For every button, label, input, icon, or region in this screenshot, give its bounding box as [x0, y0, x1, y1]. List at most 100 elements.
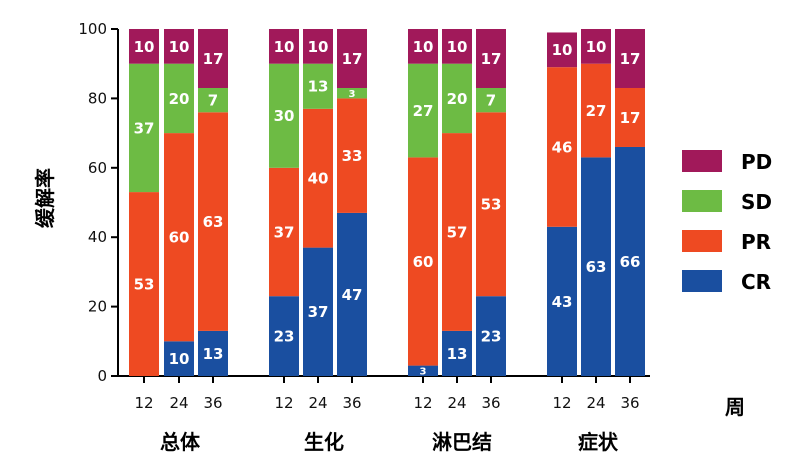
data-label-pr: 37	[274, 223, 295, 241]
data-label-pd: 10	[134, 38, 155, 56]
bar-segment-cr	[476, 296, 506, 376]
bar-segment-cr	[615, 146, 645, 376]
legend-label-pr: PR	[741, 230, 771, 254]
legend: PD SD PR CR	[682, 150, 772, 294]
data-label-pd: 17	[481, 50, 502, 68]
bar-segment-sd	[164, 63, 194, 134]
data-label-pr: 63	[203, 213, 224, 231]
data-label-pr: 46	[552, 138, 573, 156]
bar-segment-sd	[269, 63, 299, 168]
data-label-cr: 23	[274, 327, 295, 345]
bar-segment-pd	[442, 29, 472, 64]
x-tick-label: 24	[586, 394, 605, 412]
x-tick-labels: 12 24 36 12 24 36 12 24 36 12 24 36	[134, 394, 639, 412]
x-tick-label: 36	[203, 394, 222, 412]
data-label-cr: 47	[342, 286, 363, 304]
bar-segment-sd	[303, 63, 333, 109]
data-label-sd: 30	[274, 107, 295, 125]
data-label-cr: 43	[552, 293, 573, 311]
y-tick-label: 20	[88, 298, 107, 316]
y-tick-label: 0	[97, 367, 107, 385]
data-label-pd: 17	[620, 50, 641, 68]
group-label: 症状	[578, 430, 619, 454]
bar-segment-cr	[442, 330, 472, 376]
bar-segment-cr	[337, 212, 367, 376]
data-label-pr: 53	[134, 275, 155, 293]
bar-segment-pd	[581, 29, 611, 64]
data-label-sd: 20	[447, 90, 468, 108]
x-tick-label: 12	[413, 394, 432, 412]
data-label-pd: 10	[169, 38, 190, 56]
bar-segment-sd	[476, 87, 506, 113]
y-axis-title: 缓解率	[33, 168, 57, 228]
bar-segment-pd	[337, 29, 367, 88]
legend-label-pd: PD	[741, 150, 772, 174]
bar-segment-sd	[442, 63, 472, 134]
legend-label-sd: SD	[741, 190, 772, 214]
bar-segment-pd	[198, 29, 228, 88]
data-label-cr: 23	[481, 327, 502, 345]
bar-segment-pr	[581, 63, 611, 158]
data-label-pd: 10	[413, 38, 434, 56]
x-tick-label: 36	[342, 394, 361, 412]
x-tick-label: 36	[481, 394, 500, 412]
data-label-pr: 27	[586, 102, 607, 120]
bar-segment-pd	[303, 29, 333, 64]
bar-segment-pr	[337, 98, 367, 213]
y-tick-label: 80	[88, 89, 107, 107]
data-label-pr: 17	[620, 109, 641, 127]
bar-segment-pr	[476, 112, 506, 297]
x-tick-label: 36	[620, 394, 639, 412]
bar-segment-pr	[164, 133, 194, 342]
data-label-pr: 57	[447, 223, 468, 241]
group-label: 淋巴结	[432, 430, 492, 454]
data-label-pr: 60	[413, 253, 434, 271]
data-label-cr: 3	[420, 366, 427, 377]
x-tick-label: 24	[308, 394, 327, 412]
data-label-cr: 13	[203, 345, 224, 363]
x-tick-label: 12	[552, 394, 571, 412]
data-label-pr: 40	[308, 170, 329, 188]
data-label-pr: 53	[481, 196, 502, 214]
bar-segment-sd	[198, 87, 228, 113]
bar-segment-cr	[581, 157, 611, 376]
bar-segment-pr	[442, 133, 472, 331]
x-axis-title: 周	[725, 395, 745, 419]
data-label-pd: 10	[308, 38, 329, 56]
y-tick-label: 60	[88, 159, 107, 177]
legend-label-cr: CR	[741, 270, 771, 294]
data-label-pr: 33	[342, 147, 363, 165]
bar-segment-pr	[547, 67, 577, 227]
data-label-cr: 66	[620, 253, 641, 271]
data-label-sd: 27	[413, 102, 434, 120]
legend-swatch-sd	[682, 190, 722, 212]
bar-segment-sd	[408, 63, 438, 158]
bar-segment-pd	[269, 29, 299, 64]
data-label-pd: 10	[274, 38, 295, 56]
data-label-cr: 13	[447, 345, 468, 363]
data-label-sd: 3	[349, 89, 356, 100]
bar-segment-pr	[269, 167, 299, 297]
bar-segment-sd	[337, 87, 367, 99]
data-label-pd: 17	[342, 50, 363, 68]
x-tick-label: 12	[134, 394, 153, 412]
group-labels: 总体 生化 淋巴结 症状	[160, 430, 619, 454]
legend-swatch-pr	[682, 230, 722, 252]
bar-segment-pd	[547, 32, 577, 68]
bar-segment-pr	[198, 112, 228, 331]
bars: 5337101060201013637172337301037401310473…	[129, 29, 645, 377]
y-tick-label: 100	[78, 20, 107, 38]
data-label-pr: 60	[169, 229, 190, 247]
data-label-cr: 37	[308, 303, 329, 321]
bar-segment-cr	[303, 247, 333, 376]
bar-segment-cr	[269, 296, 299, 376]
x-tick-label: 12	[274, 394, 293, 412]
group-label: 总体	[160, 430, 201, 454]
x-tick-label: 24	[169, 394, 188, 412]
bar-segment-cr	[408, 365, 438, 376]
bar-segment-cr	[198, 330, 228, 376]
bar-segment-pd	[615, 29, 645, 88]
bar-segment-pd	[164, 29, 194, 64]
data-label-sd: 7	[486, 92, 496, 110]
